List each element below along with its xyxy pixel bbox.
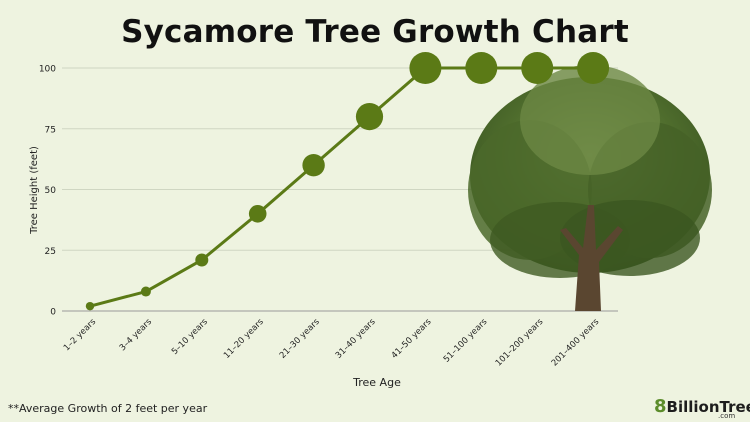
data-point <box>465 52 498 84</box>
x-axis-label: Tree Age <box>352 376 401 389</box>
series-line <box>89 66 594 308</box>
x-tick-label: 51–100 years <box>442 317 490 365</box>
y-tick-labels: 0 25 50 75 100 <box>39 65 56 318</box>
data-point <box>577 52 610 84</box>
y-tick-label: 100 <box>39 65 56 75</box>
y-axis-label: Tree Height (feet) <box>29 146 40 235</box>
data-point <box>85 301 95 311</box>
y-axis-label-text: Tree Height (feet) <box>29 146 40 235</box>
footnote: **Average Growth of 2 feet per year <box>8 402 208 415</box>
x-tick-label: 3–4 years <box>118 317 155 354</box>
x-tick-label: 101–200 years <box>494 317 546 369</box>
data-point <box>195 253 209 267</box>
data-point <box>302 154 325 177</box>
brand-suffix: .com <box>718 412 736 420</box>
data-points <box>85 52 610 311</box>
data-point <box>140 286 151 297</box>
tree-illustration <box>468 65 712 311</box>
data-point <box>248 205 267 223</box>
x-tick-labels: 1–2 years 3–4 years 5–10 years 11–20 years 2… <box>62 317 602 369</box>
data-point <box>409 52 442 84</box>
x-tick-label: 5–10 years <box>170 317 210 357</box>
y-tick-label: 0 <box>50 308 56 318</box>
y-tick-label: 50 <box>45 186 57 196</box>
x-tick-label: 41–50 years <box>390 317 434 361</box>
x-tick-label: 21–30 years <box>278 317 322 361</box>
data-point <box>521 52 554 84</box>
brand-logo[interactable]: 8BillionTrees .com <box>654 396 750 420</box>
y-tick-label: 25 <box>45 247 56 257</box>
y-tick-label: 75 <box>45 125 56 135</box>
brand-mark-icon: 8 <box>654 396 667 417</box>
x-tick-label: 31–40 years <box>334 317 378 361</box>
brand-name: BillionTrees <box>666 398 750 416</box>
data-point <box>355 103 384 131</box>
x-tick-label: 11–20 years <box>222 317 266 361</box>
chart-title: Sycamore Tree Growth Chart <box>121 14 629 50</box>
x-tick-label: 201–400 years <box>550 317 602 369</box>
x-tick-label: 1–2 years <box>62 317 99 354</box>
